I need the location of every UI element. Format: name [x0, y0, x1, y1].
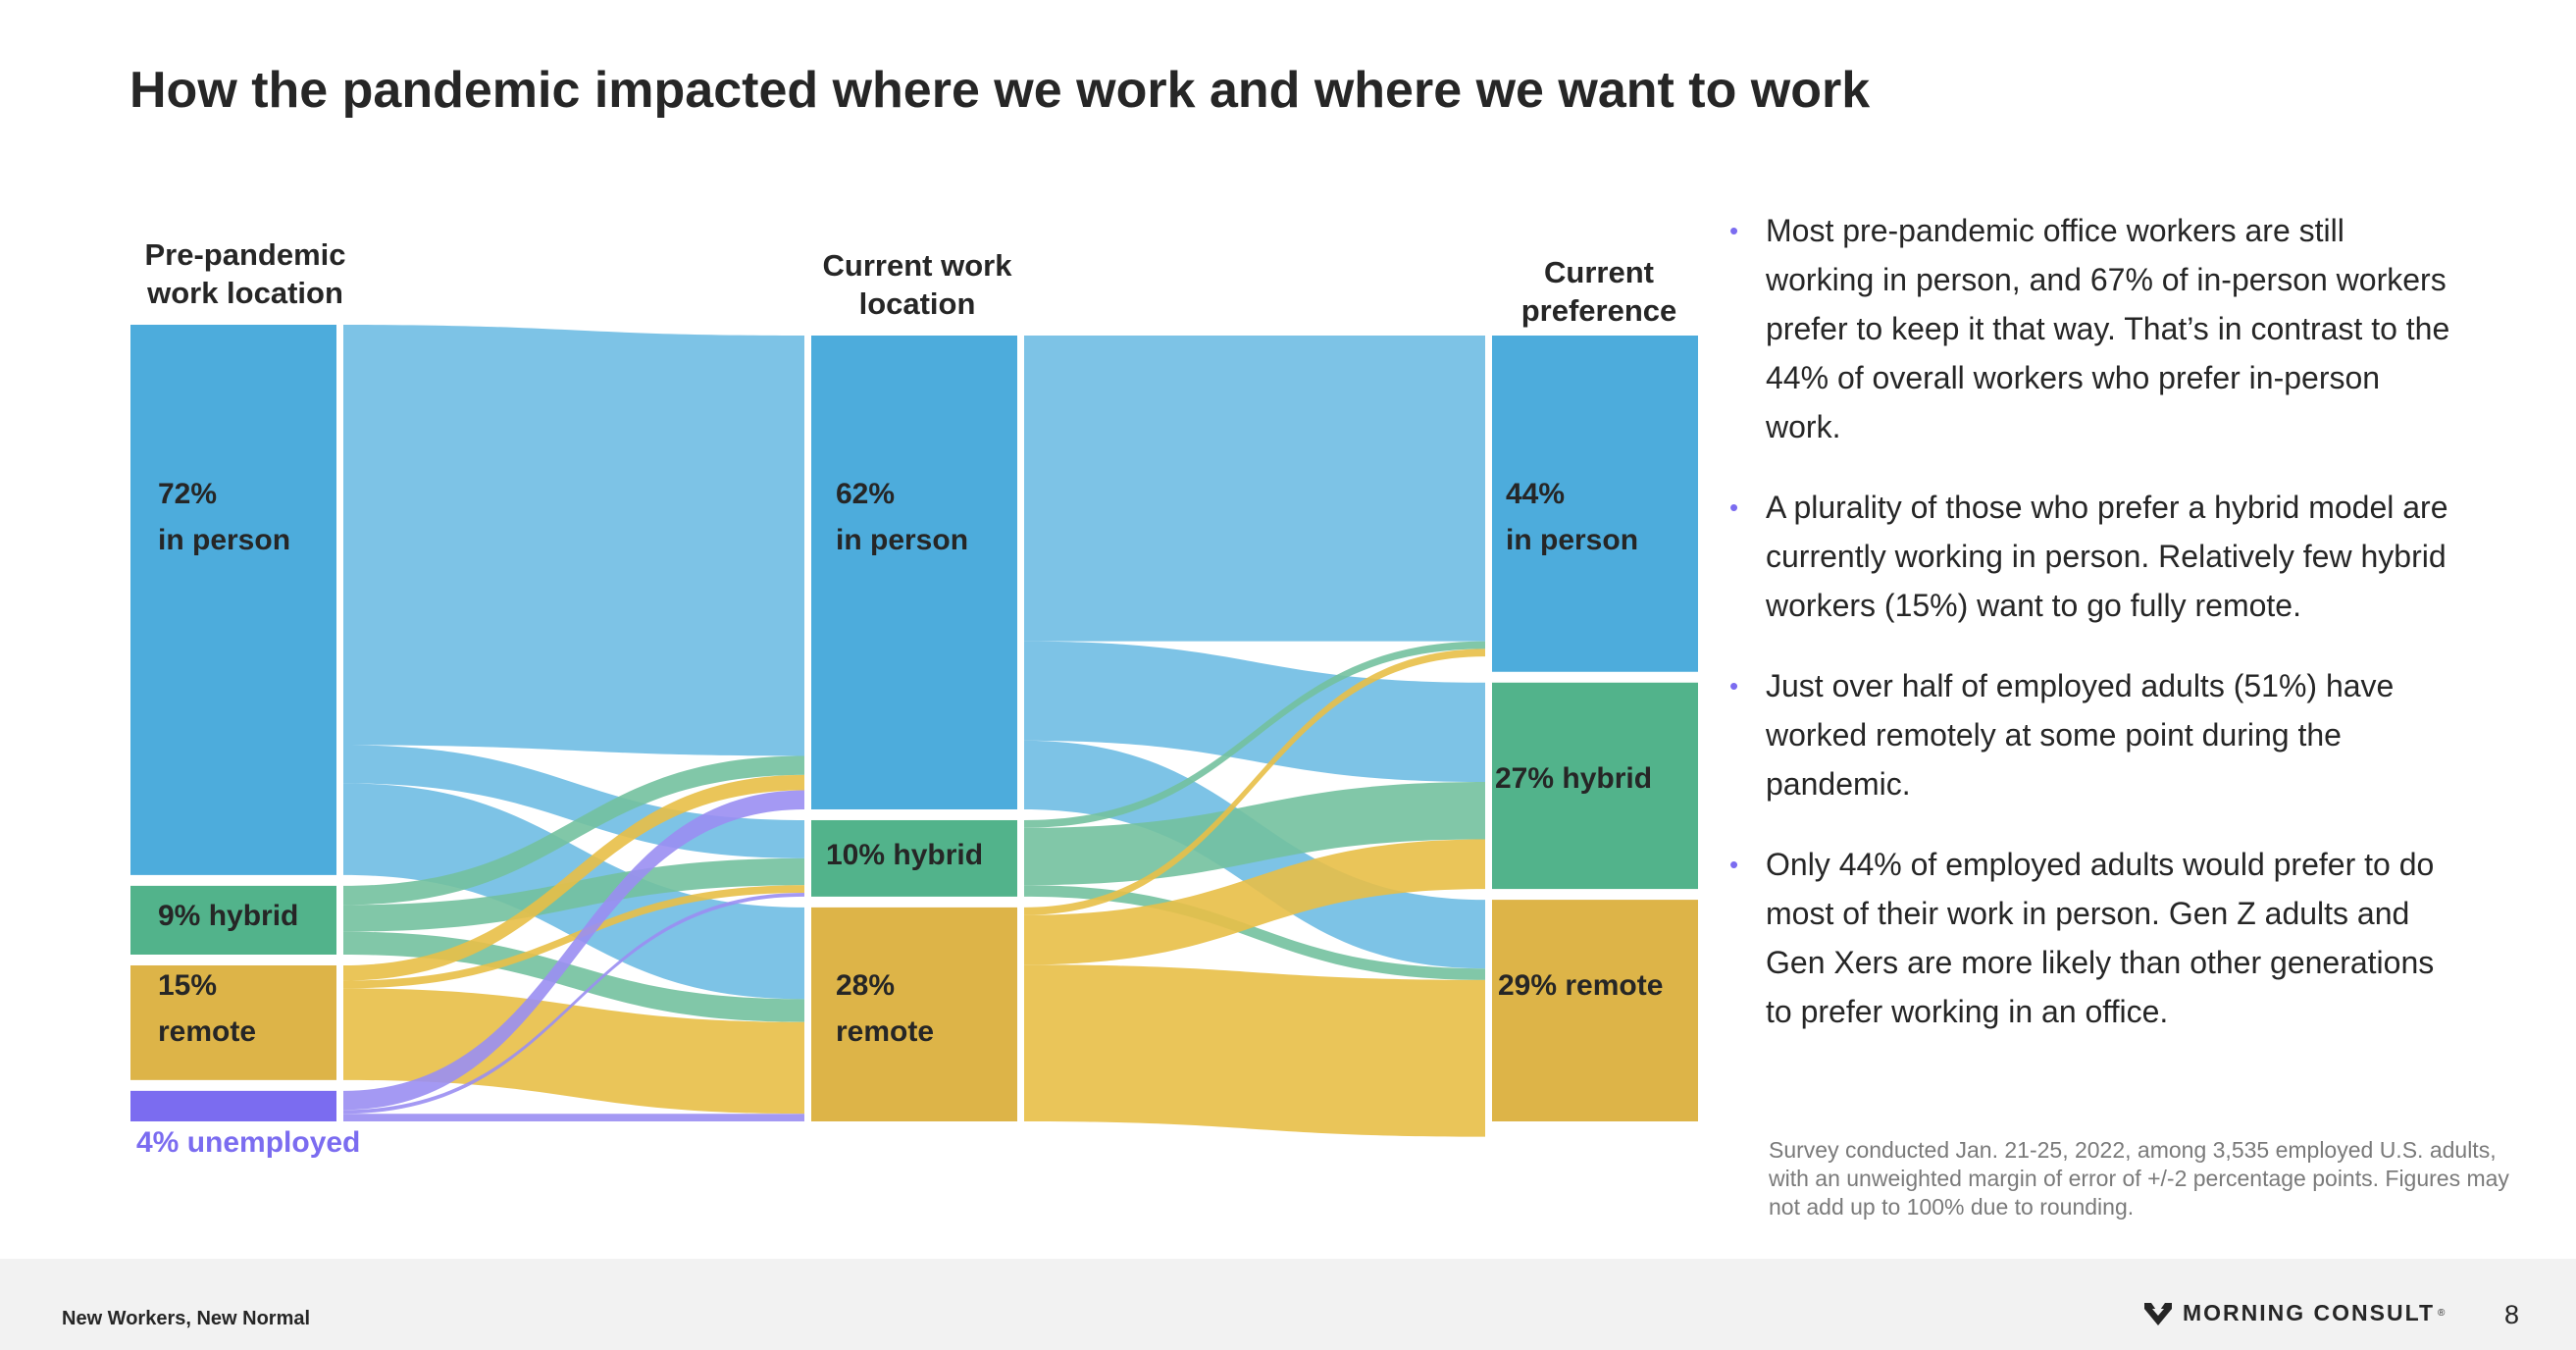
column-header-current-preference: Current preference — [1520, 255, 1677, 328]
sankey-node-pref-remote — [1492, 900, 1698, 1121]
sankey-flow-cur-hybrid-to-pref-hybrid — [1024, 782, 1485, 886]
sankey-node-pre-unemployed — [130, 1090, 336, 1121]
sankey-flow-pre-remote-to-cur-remote — [343, 988, 804, 1115]
node-label-preference-hybrid: 27% hybrid — [1495, 762, 1653, 795]
node-label-preference-in-person: 44% in person — [1506, 478, 1639, 556]
sankey-node-cur-in-person — [811, 336, 1017, 809]
bullet-text: Most pre-pandemic office workers are sti… — [1766, 213, 2450, 444]
bullet-text: Just over half of employed adults (51%) … — [1766, 668, 2395, 802]
sankey-flow-cur-in-person-to-pref-in-person — [1024, 336, 1485, 642]
sankey-node-pref-in-person — [1492, 336, 1698, 672]
node-label-pre-unemployed: 4% unemployed — [136, 1126, 361, 1159]
node-label-preference-remote: 29% remote — [1498, 969, 1664, 1002]
sankey-flow-pre-unemployed-to-cur-in-person — [343, 790, 804, 1111]
sankey-flow-pre-remote-to-cur-in-person — [343, 774, 804, 981]
brand-name: MORNING CONSULT — [2183, 1300, 2436, 1325]
node-label-pre-remote: 15% remote — [158, 969, 257, 1048]
sankey-flow-pre-remote-to-cur-hybrid — [343, 885, 804, 989]
bullet-text: Only 44% of employed adults would prefer… — [1766, 847, 2435, 1029]
node-label-current-in-person: 62% in person — [836, 478, 969, 556]
sankey-node-cur-hybrid — [811, 819, 1017, 897]
sankey-flow-cur-remote-to-pref-in-person — [1024, 649, 1485, 915]
sankey-flow-cur-hybrid-to-pref-in-person — [1024, 641, 1485, 828]
sankey-flow-cur-remote-to-pref-remote — [1024, 964, 1485, 1137]
sankey-flow-cur-in-person-to-pref-hybrid — [1024, 641, 1485, 783]
morning-consult-logo-icon — [2144, 1302, 2172, 1325]
column-header-current-location: Current work location — [822, 248, 1012, 321]
brand-lockup: MORNING CONSULT ® — [2143, 1300, 2445, 1326]
node-label-current-hybrid: 10% hybrid — [826, 839, 984, 871]
survey-methodology-note: Survey conducted Jan. 21-25, 2022, among… — [1769, 1137, 2509, 1220]
sankey-flow-pre-hybrid-to-cur-in-person — [343, 755, 804, 906]
sankey-flow-pre-unemployed-to-cur-remote — [343, 1114, 804, 1121]
sankey-flow-pre-unemployed-to-cur-hybrid — [343, 892, 804, 1115]
node-label-pre-hybrid: 9% hybrid — [158, 900, 299, 932]
bullet-text: A plurality of those who prefer a hybrid… — [1766, 490, 2448, 623]
report-title: New Workers, New Normal — [62, 1308, 311, 1329]
sankey-flow-pre-in-person-to-cur-in-person — [343, 325, 804, 756]
page-number: 8 — [2504, 1300, 2520, 1329]
page-title: How the pandemic impacted where we work … — [129, 62, 1871, 119]
key-findings-list: • Most pre-pandemic office workers are st… — [1729, 206, 2452, 1067]
trademark-symbol: ® — [2438, 1308, 2446, 1319]
node-label-current-remote: 28% remote — [836, 969, 935, 1048]
column-header-pre-pandemic: Pre-pandemic work location — [144, 237, 346, 310]
footer-bar: New Workers, New Normal MORNING CONSULT … — [0, 1259, 2576, 1350]
sankey-node-pre-in-person — [130, 325, 336, 875]
sankey-flow-pre-hybrid-to-cur-hybrid — [343, 857, 804, 932]
sankey-flow-cur-hybrid-to-pref-remote — [1024, 885, 1485, 980]
bullet-item: • Only 44% of employed adults would prefe… — [1729, 840, 2452, 1036]
sankey-node-pre-hybrid — [130, 885, 336, 955]
sankey-node-pref-hybrid — [1492, 682, 1698, 890]
bullet-item: • A plurality of those who prefer a hybri… — [1729, 483, 2452, 630]
bullet-icon: • — [1729, 216, 1739, 245]
sankey-node-pre-remote — [130, 964, 336, 1080]
bullet-item: • Just over half of employed adults (51%)… — [1729, 661, 2452, 808]
sankey-flows — [343, 325, 1485, 1137]
sankey-nodes — [130, 325, 1698, 1121]
bullet-icon: • — [1729, 850, 1739, 879]
sankey-flow-cur-remote-to-pref-hybrid — [1024, 839, 1485, 965]
bullet-item: • Most pre-pandemic office workers are st… — [1729, 206, 2452, 451]
node-label-pre-in-person: 72% in person — [158, 478, 291, 556]
sankey-chart — [130, 325, 1698, 1137]
bullet-icon: • — [1729, 671, 1739, 701]
sankey-node-cur-remote — [811, 907, 1017, 1121]
bullet-icon: • — [1729, 493, 1739, 522]
